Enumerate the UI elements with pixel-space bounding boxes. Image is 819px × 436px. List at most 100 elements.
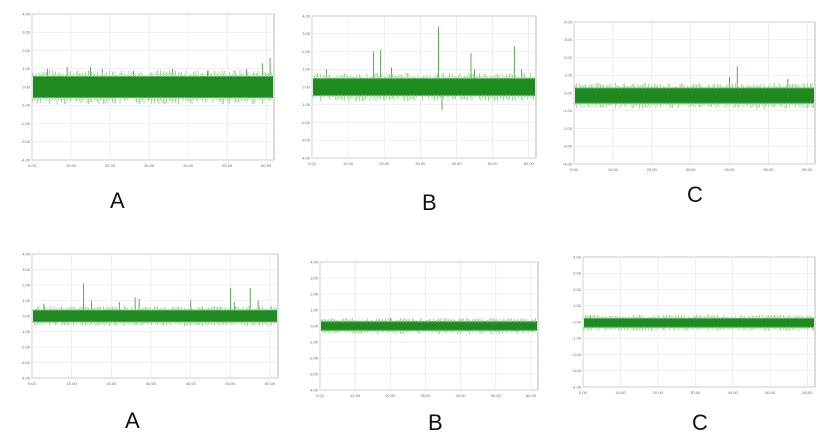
y-tick-label: -4.00 (572, 384, 582, 389)
signal-band (33, 76, 273, 98)
x-tick-label: 20.00 (106, 381, 117, 386)
y-tick-label: 0.00 (564, 90, 573, 95)
x-tick-label: 10.00 (350, 393, 361, 398)
y-tick-label: 4.00 (310, 259, 319, 264)
x-tick-label: 60.00 (265, 381, 276, 386)
x-tick-label: 40.00 (456, 393, 467, 398)
x-tick-label: 60.00 (524, 161, 535, 166)
signal-band (575, 87, 814, 104)
y-tick-label: -3.00 (309, 371, 319, 376)
chart-panel-top-b: 4.00 3.00 2.00 1.00 0.00 -1.00 -2.00 -3.00 -4.00… (290, 12, 540, 170)
y-tick-label: 1.00 (22, 298, 31, 303)
panel-label-top-c: C (687, 182, 703, 207)
x-tick-label: 30.00 (690, 390, 701, 395)
x-tick-label: 10.00 (66, 163, 77, 168)
y-tick-label: 4.00 (573, 254, 582, 259)
x-tick-label: 40.00 (724, 167, 735, 172)
x-tick-label: 50.00 (488, 161, 499, 166)
y-tick-label: -2.00 (21, 121, 31, 126)
y-tick-label: -2.00 (309, 355, 319, 360)
panel-label-top-b: B (422, 190, 437, 215)
x-tick-label: 20.00 (385, 393, 396, 398)
y-tick-label: -4.00 (21, 157, 31, 162)
x-tick-label: 30.00 (686, 167, 697, 172)
x-tick-label: 30.00 (146, 381, 157, 386)
chart-bottom-c: 4.00 3.00 2.00 1.00 0.00 -1.00 -2.00 -3.00 -4.00… (572, 254, 816, 395)
x-tick-label: 20.00 (379, 161, 390, 166)
y-tick-label: -1.00 (563, 108, 573, 113)
panel-label-bottom-a: A (125, 408, 140, 433)
chart-panel-top-a: 4.00 3.00 2.00 1.00 0.00 -1.00 -2.00 -3.00 -4.00… (10, 10, 278, 172)
y-tick-label: 4.00 (22, 251, 31, 256)
y-tick-label: 2.00 (302, 49, 311, 54)
x-tick-label: 60.00 (802, 167, 813, 172)
x-tick-label: 20.00 (647, 167, 658, 172)
x-tick-label: 30.00 (420, 393, 431, 398)
x-tick-label: 30.00 (415, 161, 426, 166)
y-tick-label: 3.00 (564, 37, 573, 42)
chart-panel-bottom-c: 4.00 3.00 2.00 1.00 0.00 -1.00 -2.00 -3.00 -4.00… (561, 253, 819, 399)
chart-top-a: 4.00 3.00 2.00 1.00 0.00 -1.00 -2.00 -3.00 -4.00… (21, 11, 275, 168)
x-tick-label: 0.00 (570, 167, 579, 172)
y-tick-label: -2.00 (301, 120, 311, 125)
x-tick-label: 0.00 (308, 161, 317, 166)
chart-panel-bottom-a: 4.00 3.00 2.00 1.00 0.00 -1.00 -2.00 -3.00 -4.00… (10, 250, 282, 390)
x-tick-label: 10.00 (67, 381, 78, 386)
x-tick-label: 10.00 (343, 161, 354, 166)
chart-panel-bottom-b: 4.00 3.00 2.00 1.00 0.00 -1.00 -2.00 -3.00 -4.00… (298, 258, 542, 402)
chart-top-b: 4.00 3.00 2.00 1.00 0.00 -1.00 -2.00 -3.00 -4.00… (301, 13, 537, 166)
y-tick-label: -4.00 (301, 155, 311, 160)
x-tick-label: 10.00 (615, 390, 626, 395)
y-tick-label: -1.00 (301, 102, 311, 107)
y-tick-label: 0.00 (310, 323, 319, 328)
y-tick-label: -4.00 (563, 161, 573, 166)
y-tick-label: -4.00 (309, 387, 319, 392)
y-tick-label: -2.00 (21, 344, 31, 349)
y-tick-label: -3.00 (563, 144, 573, 149)
y-tick-label: -2.00 (572, 352, 582, 357)
y-tick-label: 0.00 (22, 313, 31, 318)
y-tick-label: 0.00 (302, 84, 311, 89)
y-tick-label: 1.00 (302, 67, 311, 72)
x-tick-label: 50.00 (491, 393, 502, 398)
x-tick-label: 50.00 (222, 163, 233, 168)
panel-label-bottom-b: B (428, 410, 443, 435)
x-tick-label: 50.00 (225, 381, 236, 386)
y-tick-label: 1.00 (573, 303, 582, 308)
y-tick-label: 2.00 (22, 48, 31, 53)
y-tick-label: 0.00 (573, 319, 582, 324)
y-tick-label: -1.00 (572, 336, 582, 341)
y-tick-label: -1.00 (21, 329, 31, 334)
y-tick-label: 4.00 (302, 13, 311, 18)
x-tick-label: 0.00 (28, 163, 37, 168)
y-tick-label: 0.00 (22, 84, 31, 89)
x-tick-label: 40.00 (183, 163, 194, 168)
y-tick-label: 3.00 (22, 30, 31, 35)
x-tick-label: 0.00 (28, 381, 37, 386)
y-tick-label: 1.00 (564, 73, 573, 78)
y-tick-label: -4.00 (21, 375, 31, 380)
y-tick-label: 4.00 (564, 19, 573, 24)
x-tick-label: 20.00 (105, 163, 116, 168)
y-tick-label: 3.00 (573, 271, 582, 276)
y-tick-label: -2.00 (563, 126, 573, 131)
panel-label-bottom-c: C (692, 410, 708, 435)
x-tick-label: 60.00 (526, 393, 537, 398)
y-tick-label: 2.00 (573, 287, 582, 292)
x-tick-label: 0.00 (579, 390, 588, 395)
chart-bottom-a: 4.00 3.00 2.00 1.00 0.00 -1.00 -2.00 -3.00 -4.00… (21, 251, 279, 386)
y-tick-label: -1.00 (309, 339, 319, 344)
y-tick-label: -3.00 (301, 138, 311, 143)
signal-band (33, 309, 277, 323)
y-tick-label: 1.00 (310, 307, 319, 312)
y-tick-label: 2.00 (22, 282, 31, 287)
signal-band (313, 78, 535, 96)
x-tick-label: 30.00 (144, 163, 155, 168)
y-tick-label: -3.00 (572, 368, 582, 373)
x-tick-label: 40.00 (728, 390, 739, 395)
chart-panel-top-c: 4.00 3.00 2.00 1.00 0.00 -1.00 -2.00 -3.00 -4.00… (552, 18, 819, 176)
x-tick-label: 60.00 (803, 390, 814, 395)
chart-bottom-b: 4.00 3.00 2.00 1.00 0.00 -1.00 -2.00 -3.00 -4.00… (309, 259, 539, 398)
y-tick-label: -3.00 (21, 360, 31, 365)
y-tick-label: 2.00 (564, 55, 573, 60)
